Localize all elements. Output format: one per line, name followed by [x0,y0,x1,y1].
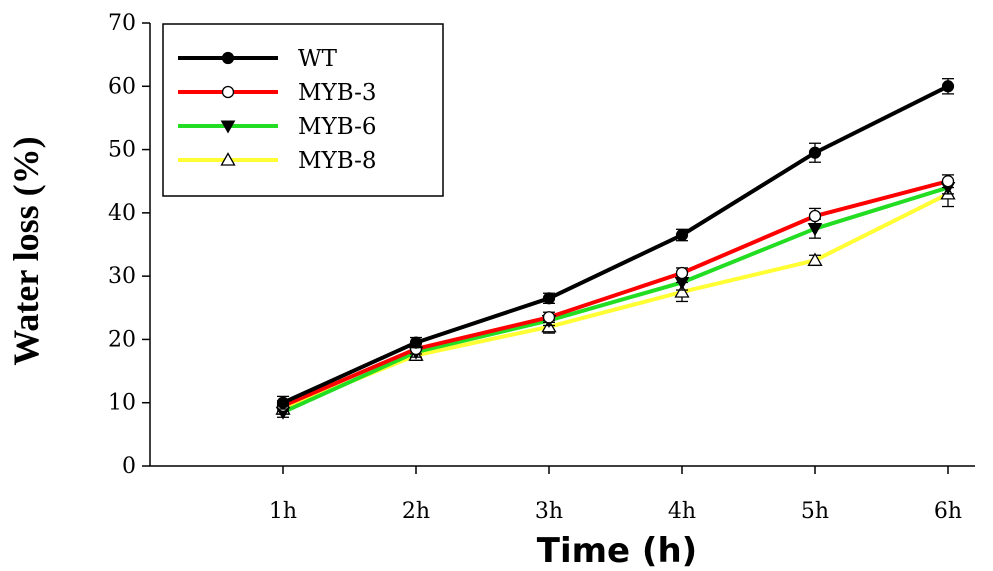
series-line-myb-3 [282,179,949,408]
data-point [807,252,823,266]
series-points-wt [276,78,955,410]
data-point [675,228,689,242]
series-wt [282,84,949,405]
axes: 0 10 20 30 40 50 60 70 1h 2h 3h 4h 5h 6h [108,11,975,524]
legend-label-myb-3: MYB-3 [298,80,376,106]
y-tick-label: 30 [108,264,136,289]
legend-marker-myb-8 [220,152,236,166]
x-tick-label: 2h [402,499,430,524]
y-tick-label: 10 [108,391,136,416]
plot-area [275,78,956,420]
data-point [409,336,423,349]
legend: WT MYB-3 MYB-6 MYB-8 [162,23,444,197]
data-point [941,80,955,93]
legend-marker-wt [221,51,235,65]
data-point [941,175,955,188]
x-tick-label: 1h [269,499,297,524]
series-line-wt [282,84,949,405]
x-tick-label: 3h [535,499,563,524]
data-point [542,292,556,305]
legend-marker-myb-3 [221,85,235,99]
series-myb-3 [282,179,949,408]
legend-marker-myb-6 [220,120,236,134]
x-tick-label: 4h [668,499,696,524]
x-tick-label: 5h [801,499,829,524]
data-point [675,266,689,280]
x-axis-label: Time (h) [537,531,697,571]
x-tick-label: 6h [934,499,962,524]
data-point [808,146,822,159]
y-tick-label: 40 [108,201,136,226]
series-line-myb-6 [282,185,949,415]
y-tick-label: 0 [122,454,136,479]
legend-box [162,23,444,197]
y-tick-label: 70 [108,11,136,36]
legend-label-wt: WT [298,46,338,72]
data-point [674,284,690,298]
y-tick-label: 20 [108,327,136,352]
y-axis-label: Water loss (%) [6,136,46,365]
data-point [276,396,290,409]
y-tick-label: 50 [108,138,136,163]
legend-label-myb-8: MYB-8 [298,148,376,174]
y-tick-label: 60 [108,74,136,99]
data-point [542,311,556,324]
data-point [808,209,822,223]
series-myb-6 [282,185,949,415]
legend-label-myb-6: MYB-6 [298,114,376,140]
